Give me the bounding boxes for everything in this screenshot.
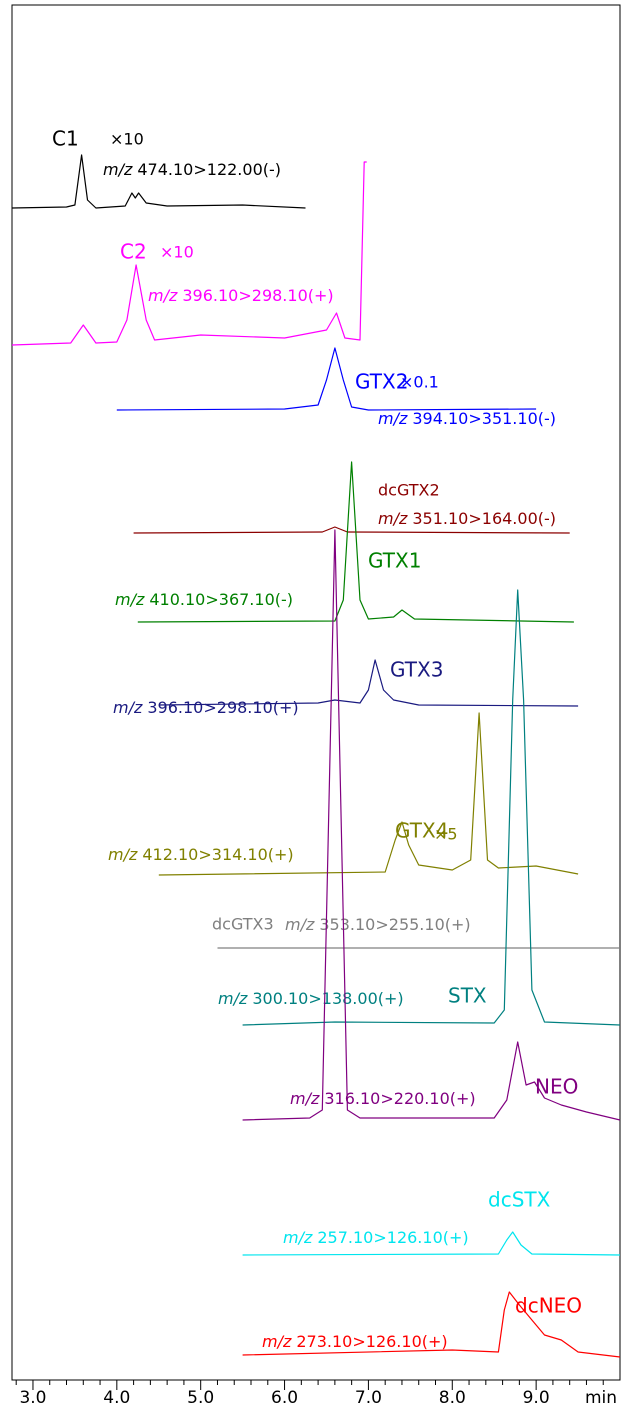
trace-line	[11, 154, 306, 209]
trace-name: GTX4	[395, 819, 448, 843]
transition-label: m/z 394.10>351.10(-)	[378, 409, 556, 428]
transition: 351.10>164.00(-)	[412, 509, 556, 528]
transition-label: m/z 273.10>126.10(+)	[262, 1332, 448, 1351]
transition-label: m/z 412.10>314.10(+)	[108, 845, 294, 864]
trace-line	[242, 1291, 621, 1358]
transition: 316.10>220.10(+)	[324, 1089, 475, 1108]
mz-prefix: m/z	[262, 1332, 292, 1351]
transition: 273.10>126.10(+)	[296, 1332, 447, 1351]
mz-prefix: m/z	[285, 915, 315, 934]
transition: 300.10>138.00(+)	[252, 989, 403, 1008]
transition-label: m/z 396.10>298.10(+)	[148, 286, 334, 305]
transition: 257.10>126.10(+)	[317, 1228, 468, 1247]
transition-label: m/z 316.10>220.10(+)	[290, 1089, 476, 1108]
trace-line	[11, 161, 367, 346]
trace-name: dcGTX2	[378, 481, 440, 500]
trace-multiplier: ×5	[434, 825, 458, 844]
mz-prefix: m/z	[108, 845, 138, 864]
trace-name: NEO	[535, 1075, 578, 1099]
trace-name: dcNEO	[515, 1294, 582, 1318]
trace-name: GTX2	[355, 370, 408, 394]
trace-line	[133, 526, 570, 534]
x-tick-label: 3.0	[19, 1388, 46, 1408]
x-axis-label: min	[585, 1388, 617, 1408]
transition-label: m/z 257.10>126.10(+)	[283, 1228, 469, 1247]
trace-line	[242, 529, 621, 1121]
transition: 396.10>298.10(+)	[147, 698, 298, 717]
transition: 353.10>255.10(+)	[319, 915, 470, 934]
trace-name: C1	[52, 127, 79, 151]
x-tick-label: 5.0	[187, 1388, 214, 1408]
trace-name: GTX1	[368, 549, 421, 573]
trace-line	[137, 461, 574, 623]
x-tick-label: 4.0	[103, 1388, 130, 1408]
trace-name: STX	[448, 984, 487, 1008]
mz-prefix: m/z	[290, 1089, 320, 1108]
mz-prefix: m/z	[283, 1228, 313, 1247]
transition-label: m/z 410.10>367.10(-)	[115, 590, 293, 609]
trace-multiplier: ×0.1	[400, 373, 439, 392]
transition: 396.10>298.10(+)	[182, 286, 333, 305]
x-tick-label: 7.0	[355, 1388, 382, 1408]
trace-line	[158, 659, 579, 707]
trace-name: dcGTX3	[212, 915, 274, 934]
transition: 474.10>122.00(-)	[137, 160, 281, 179]
plot-frame	[11, 4, 621, 1381]
mz-prefix: m/z	[115, 590, 145, 609]
trace-multiplier: ×10	[160, 243, 194, 262]
trace-line	[242, 589, 621, 1026]
transition: 410.10>367.10(-)	[149, 590, 293, 609]
mz-prefix: m/z	[218, 989, 248, 1008]
transition: 412.10>314.10(+)	[142, 845, 293, 864]
x-tick-label: 6.0	[271, 1388, 298, 1408]
mz-prefix: m/z	[378, 509, 408, 528]
trace-line	[158, 712, 579, 876]
trace-multiplier: ×10	[110, 130, 144, 149]
transition-label: m/z 353.10>255.10(+)	[285, 915, 471, 934]
transition: 394.10>351.10(-)	[412, 409, 556, 428]
trace-name: C2	[120, 240, 147, 264]
x-tick-label: 9.0	[523, 1388, 550, 1408]
transition-label: m/z 474.10>122.00(-)	[103, 160, 281, 179]
trace-name: dcSTX	[488, 1188, 551, 1212]
transition-label: m/z 300.10>138.00(+)	[218, 989, 404, 1008]
trace-name: GTX3	[390, 658, 443, 682]
x-tick-label: 8.0	[439, 1388, 466, 1408]
mz-prefix: m/z	[148, 286, 178, 305]
mz-prefix: m/z	[113, 698, 143, 717]
trace-line	[116, 347, 537, 411]
transition-label: m/z 396.10>298.10(+)	[113, 698, 299, 717]
transition-label: m/z 351.10>164.00(-)	[378, 509, 556, 528]
trace-line	[242, 1231, 621, 1256]
mz-prefix: m/z	[103, 160, 133, 179]
mz-prefix: m/z	[378, 409, 408, 428]
